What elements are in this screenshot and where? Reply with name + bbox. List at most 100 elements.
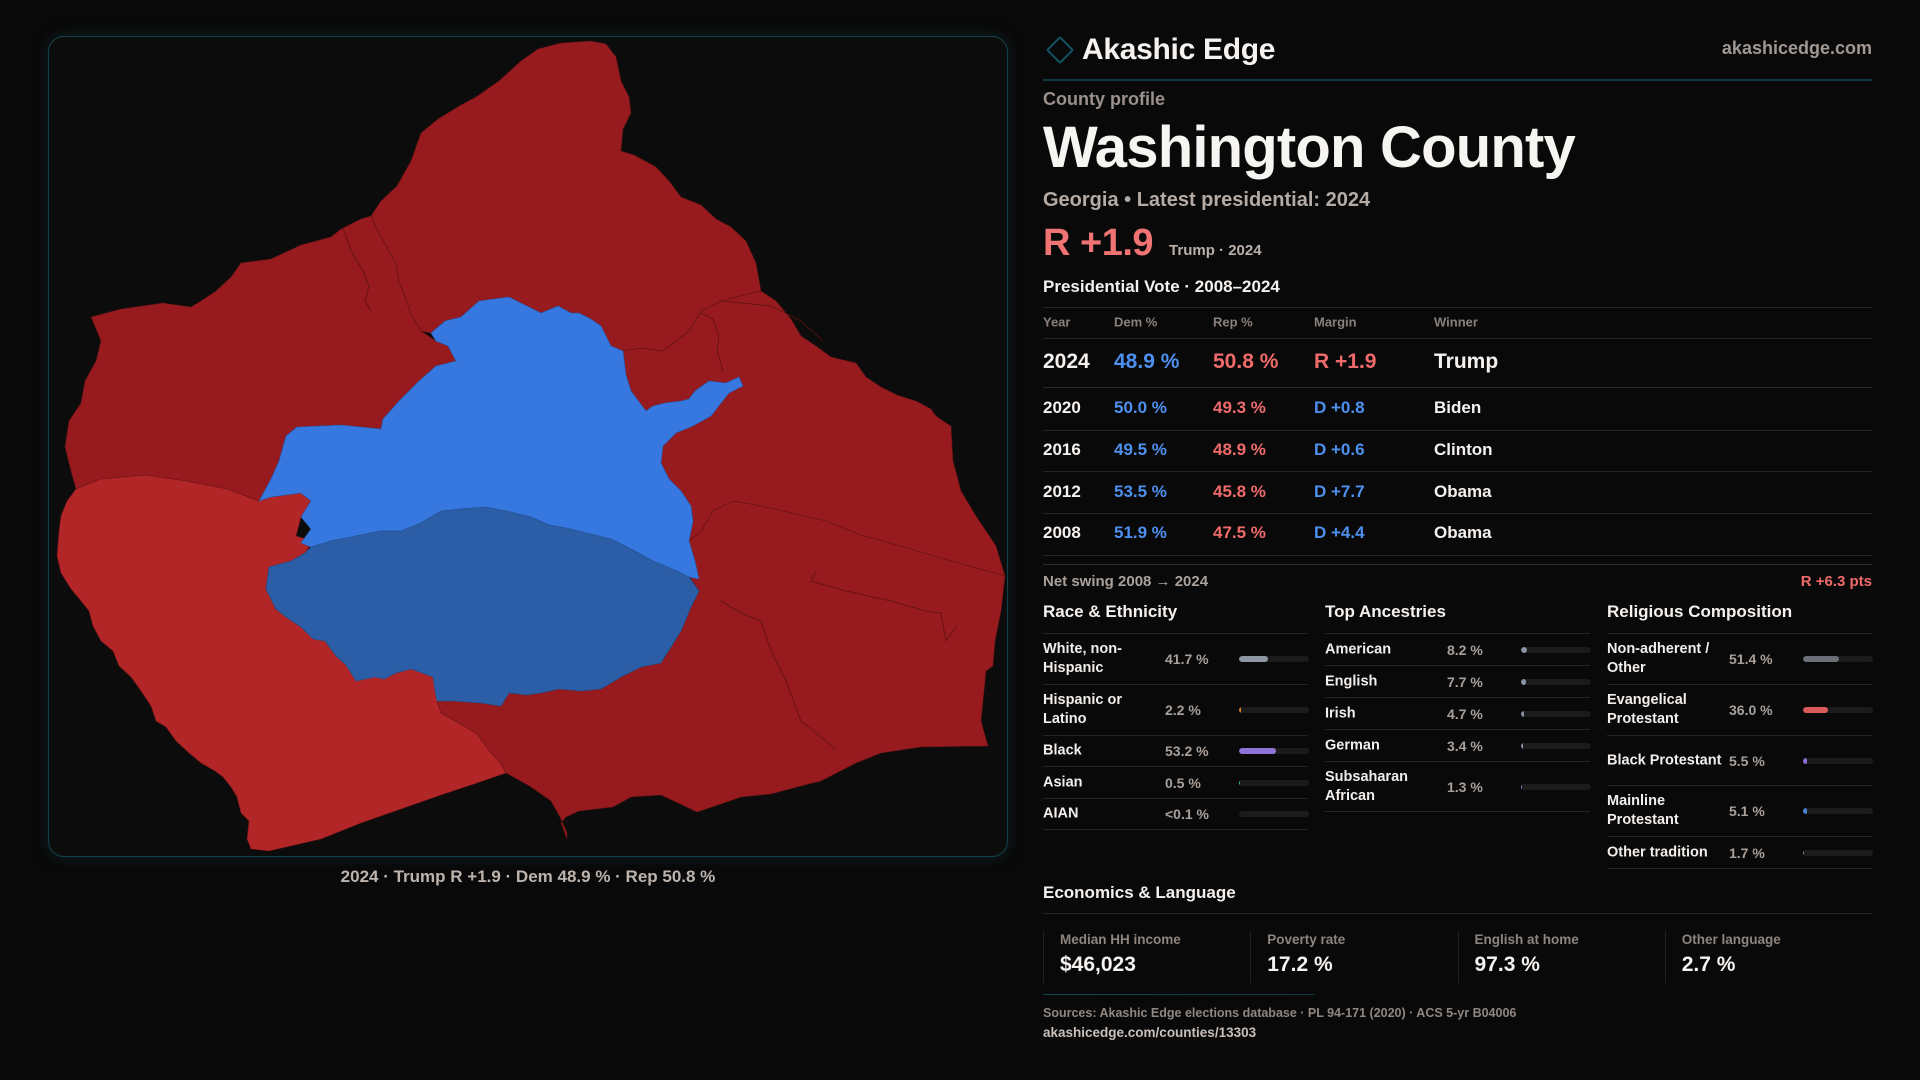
ancestry-row[interactable]: English 7.7 % [1325, 666, 1591, 698]
ancestry-row[interactable]: German 3.4 % [1325, 730, 1591, 762]
headline-margin: R +1.9 [1043, 222, 1154, 264]
religion-bar-fill [1803, 707, 1829, 713]
row-winner: Clinton [1434, 440, 1493, 459]
religion-row[interactable]: Non-adherent / Other 51.4 % [1607, 634, 1873, 685]
ancestry-title: Top Ancestries [1325, 602, 1446, 621]
precinct-central-south[interactable] [265, 506, 700, 707]
religion-value: 5.1 % [1729, 803, 1765, 819]
race-label: Black [1043, 742, 1082, 759]
row-dem: 48.9 % [1114, 350, 1180, 373]
ancestry-value: 1.3 % [1447, 778, 1483, 795]
religion-value: 36.0 % [1729, 702, 1773, 718]
headline-winner: Trump · 2024 [1169, 242, 1262, 259]
ancestry-bar [1521, 646, 1591, 653]
religion-row[interactable]: Evangelical Protestant 36.0 % [1607, 685, 1873, 736]
ancestry-value: 3.4 % [1447, 737, 1483, 754]
row-margin: D +0.6 [1314, 440, 1365, 459]
religion-bar [1803, 808, 1873, 814]
ancestry-bar [1521, 678, 1591, 685]
race-value: 53.2 % [1165, 743, 1209, 759]
religion-bar-fill [1803, 757, 1807, 764]
race-row[interactable]: Asian 0.5 % [1043, 767, 1309, 799]
row-winner: Trump [1434, 350, 1499, 373]
row-rep: 49.3 % [1213, 398, 1266, 417]
row-rep: 45.8 % [1213, 482, 1266, 501]
religion-row[interactable]: Mainline Protestant 5.1 % [1607, 786, 1873, 837]
map-caption: 2024 · Trump R +1.9 · Dem 48.9 % · Rep 5… [340, 867, 716, 886]
religion-row[interactable]: Other tradition 1.7 % [1607, 837, 1873, 869]
precinct-southwest[interactable] [56, 474, 507, 852]
table-row[interactable]: 2008 51.9 % 47.5 % D +4.4 Obama [1043, 523, 1872, 542]
row-margin: D +7.7 [1314, 482, 1365, 501]
vote-table-title: Presidential Vote · 2008–2024 [1043, 277, 1280, 296]
county-url-link[interactable]: akashicedge.com/counties/13303 [1043, 1025, 1257, 1040]
ancestry-row[interactable]: Subsaharan African 1.3 % [1325, 762, 1591, 812]
brand[interactable]: Akashic Edge [1043, 30, 1275, 70]
stat-value: 2.7 % [1681, 953, 1736, 976]
race-label: Asian [1043, 774, 1083, 790]
ancestry-bar [1521, 710, 1591, 717]
race-row[interactable]: White, non-Hispanic 41.7 % [1043, 634, 1309, 685]
table-row[interactable]: 2020 50.0 % 49.3 % D +0.8 Biden [1043, 398, 1872, 417]
race-label: Hispanic or Latino [1043, 692, 1122, 727]
site-link[interactable]: akashicedge.com [1721, 38, 1872, 58]
religion-row[interactable]: Black Protestant 5.5 % [1607, 736, 1873, 786]
race-bar-fill [1239, 707, 1241, 713]
row-winner: Obama [1434, 482, 1492, 501]
ancestry-row[interactable]: Irish 4.7 % [1325, 698, 1591, 730]
headline-result: R +1.9 Trump · 2024 [1043, 222, 1262, 265]
stat-label: Poverty rate [1267, 932, 1346, 947]
race-bar [1239, 779, 1309, 786]
page-kicker: County profile [1043, 89, 1165, 109]
race-value: 41.7 % [1165, 651, 1209, 667]
stat-value: 97.3 % [1474, 953, 1540, 976]
precinct-map-svg[interactable] [48, 36, 1008, 857]
stat-card: Other language 2.7 % [1664, 931, 1872, 983]
race-row[interactable]: Hispanic or Latino 2.2 % [1043, 685, 1309, 736]
header-divider [1043, 79, 1872, 81]
page-title: Washington County [1043, 115, 1576, 180]
ancestry-label: Irish [1325, 705, 1356, 721]
race-bar [1239, 811, 1309, 817]
header-dem: Dem % [1114, 314, 1158, 330]
row-rep: 50.8 % [1213, 350, 1279, 373]
religion-bar-fill [1803, 849, 1805, 856]
table-row[interactable]: 2012 53.5 % 45.8 % D +7.7 Obama [1043, 482, 1872, 501]
net-swing-label: Net swing 2008 → 2024 [1043, 573, 1209, 590]
table-row[interactable]: 2024 48.9 % 50.8 % R +1.9 Trump [1043, 350, 1872, 373]
precinct-boundary-line [342, 227, 958, 750]
divider [1043, 387, 1872, 388]
row-year: 2024 [1043, 350, 1090, 373]
page-subtitle: Georgia • Latest presidential: 2024 [1043, 189, 1371, 211]
race-bar-fill [1239, 779, 1241, 786]
county-map[interactable] [48, 36, 1008, 857]
race-bar-fill [1239, 656, 1269, 662]
divider [1043, 564, 1872, 565]
religion-label: Black Protestant [1607, 752, 1722, 768]
ancestry-row[interactable]: American 8.2 % [1325, 634, 1591, 666]
race-label: White, non-Hispanic [1043, 641, 1122, 676]
race-value: <0.1 % [1165, 806, 1209, 822]
row-dem: 50.0 % [1114, 398, 1167, 417]
row-margin: D +4.4 [1314, 523, 1365, 542]
divider [1325, 633, 1590, 634]
county-profile-panel: Akashic Edge akashicedge.com County prof… [1043, 0, 1873, 1080]
race-value: 0.5 % [1165, 774, 1201, 791]
precinct-north[interactable] [370, 40, 762, 352]
row-dem: 53.5 % [1114, 482, 1167, 501]
table-row[interactable]: 2016 49.5 % 48.9 % D +0.6 Clinton [1043, 440, 1872, 459]
ancestry-value: 7.7 % [1447, 673, 1483, 690]
ancestry-bar-fill [1521, 710, 1525, 717]
row-year: 2020 [1043, 398, 1081, 417]
race-row[interactable]: AIAN <0.1 % [1043, 799, 1309, 830]
race-bar-fill [1239, 748, 1277, 754]
row-rep: 47.5 % [1213, 523, 1266, 542]
religion-value: 1.7 % [1729, 844, 1765, 861]
divider [1043, 913, 1872, 914]
header-margin: Margin [1314, 314, 1357, 330]
ancestry-bar [1521, 783, 1591, 790]
race-row[interactable]: Black 53.2 % [1043, 736, 1309, 767]
religion-label: Mainline Protestant [1607, 793, 1679, 828]
religion-label: Non-adherent / Other [1607, 641, 1710, 676]
net-swing-value: R +6.3 pts [1800, 573, 1872, 590]
